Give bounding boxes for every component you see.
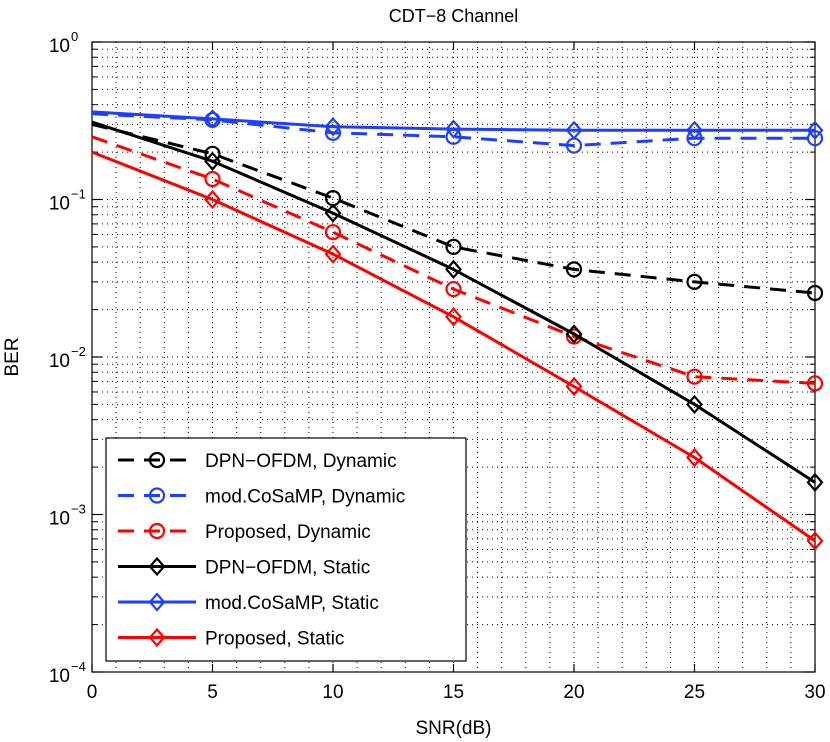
diamond-marker <box>565 376 583 397</box>
legend-label: mod.CoSaMP, Dynamic <box>205 487 405 508</box>
circle-marker <box>445 238 462 256</box>
series <box>91 109 824 551</box>
diamond-marker <box>565 120 583 140</box>
circle-marker <box>204 170 221 188</box>
diamond-marker <box>148 627 166 648</box>
circle-marker <box>565 261 583 278</box>
diamond-marker <box>148 556 166 577</box>
diamond-marker <box>204 189 221 210</box>
diamond-marker <box>445 307 462 327</box>
legend-label: Proposed, Static <box>205 629 344 650</box>
diamond-marker <box>686 394 703 415</box>
x-tick-label: 25 <box>684 682 705 703</box>
diamond-marker <box>806 120 824 140</box>
legend-entry: mod.CoSaMP, Static <box>118 592 379 614</box>
x-tick-label: 30 <box>804 682 825 703</box>
circle-marker <box>806 284 824 302</box>
series-5 <box>91 150 824 551</box>
y-tick-label: 10 <box>49 194 70 215</box>
x-tick-label: 10 <box>322 682 343 703</box>
diamond-marker <box>686 120 703 140</box>
diamond-marker <box>148 592 166 612</box>
circle-marker <box>324 224 342 241</box>
circle-marker <box>445 280 462 298</box>
legend-label: DPN−OFDM, Static <box>205 558 370 579</box>
legend-label: DPN−OFDM, Dynamic <box>205 451 397 472</box>
y-tick-label: 10 <box>49 666 70 687</box>
y-tick-label: 10 <box>49 509 70 530</box>
diamond-marker <box>806 472 824 493</box>
diamond-marker <box>324 117 342 137</box>
x-tick-label: 20 <box>563 682 584 703</box>
diamond-marker <box>204 151 221 171</box>
series-4 <box>91 109 824 140</box>
diamond-marker <box>445 259 462 280</box>
circle-marker <box>806 375 824 392</box>
legend-entry: mod.CoSaMP, Dynamic <box>118 487 405 508</box>
chart-title: CDT−8 Channel <box>389 6 519 26</box>
diamond-marker <box>204 109 221 129</box>
circle-marker <box>686 368 703 385</box>
x-tick-label: 0 <box>87 682 98 703</box>
circle-marker <box>148 522 166 540</box>
diamond-marker <box>324 203 342 223</box>
x-tick-label: 5 <box>207 682 218 703</box>
series-3 <box>91 120 824 493</box>
legend-entry: DPN−OFDM, Static <box>118 556 370 579</box>
legend-entry: Proposed, Dynamic <box>118 522 371 543</box>
x-tick-label: 15 <box>443 682 464 703</box>
circle-marker <box>148 451 166 469</box>
series-line <box>91 135 816 385</box>
labels: CDT−8 Channel SNR(dB) BER <box>2 6 518 739</box>
legend-entry: Proposed, Static <box>118 627 344 650</box>
legend-box <box>105 437 467 662</box>
series-line <box>91 110 815 132</box>
series-line <box>91 120 816 484</box>
legend-entry: DPN−OFDM, Dynamic <box>118 451 397 472</box>
y-tick-label-exponent: 0 <box>71 29 78 44</box>
circle-marker <box>686 273 703 290</box>
y-tick-label-exponent: −1 <box>71 187 86 202</box>
y-tick-label-exponent: −3 <box>71 502 86 517</box>
legend-label: mod.CoSaMP, Static <box>205 593 379 614</box>
y-axis-title: BER <box>2 337 23 376</box>
diamond-marker <box>445 119 462 139</box>
diamond-marker <box>806 531 824 551</box>
series-0 <box>91 122 824 302</box>
y-tick-label: 10 <box>49 351 70 372</box>
diamond-marker <box>565 324 583 344</box>
series-2 <box>91 135 824 392</box>
y-tick-label-exponent: −2 <box>71 344 86 359</box>
series-line <box>91 122 816 295</box>
y-tick-label: 10 <box>49 36 70 57</box>
diamond-marker <box>324 244 342 264</box>
x-axis-title: SNR(dB) <box>415 718 491 739</box>
circle-marker <box>148 487 166 504</box>
series-line <box>91 150 816 543</box>
legend: DPN−OFDM, Dynamic mod.CoSaMP, Dynamic Prop… <box>105 437 467 662</box>
diamond-marker <box>686 447 703 468</box>
legend-label: Proposed, Dynamic <box>205 522 371 543</box>
y-tick-label-exponent: −4 <box>71 659 86 674</box>
